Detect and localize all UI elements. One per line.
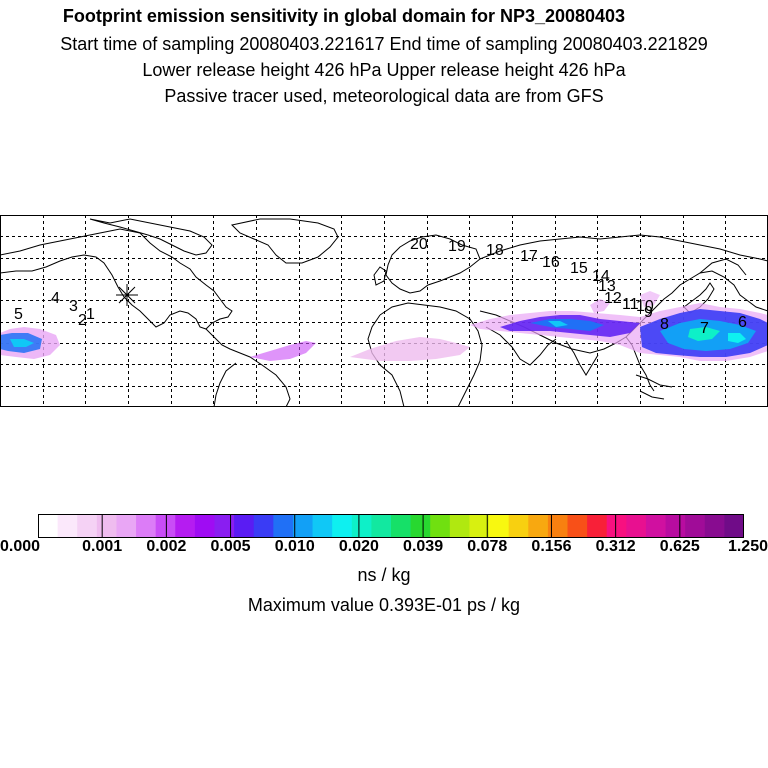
maximum-value-label: Maximum value 0.393E-01 ps / kg	[247, 595, 521, 615]
point-label-6: 6	[738, 314, 747, 331]
point-label-16: 16	[542, 254, 560, 271]
colorbar-cells	[38, 514, 744, 538]
colorbar-cell	[234, 514, 255, 538]
colorbar-cell	[449, 514, 471, 538]
point-label-19: 19	[448, 238, 466, 255]
release-height-line: Lower release height 426 hPa Upper relea…	[142, 60, 626, 80]
point-label-7: 7	[700, 320, 709, 337]
colorbar-cell	[273, 514, 294, 538]
point-label-14: 14	[592, 268, 610, 285]
colorbar-cell	[155, 514, 176, 538]
colorbar-cell	[626, 514, 647, 538]
colorbar-cell	[351, 514, 372, 538]
release-location-marker	[116, 284, 138, 306]
colorbar-cell	[724, 514, 744, 538]
point-label-10: 10	[636, 298, 654, 315]
colorbar-cell	[606, 514, 627, 538]
colorbar-cell	[508, 514, 529, 538]
point-label-11: 11	[622, 296, 639, 313]
point-label-12: 12	[604, 290, 622, 307]
colorbar-cell	[410, 514, 431, 538]
colorbar-cell	[194, 514, 216, 538]
colorbar-tick-label: 0.625	[659, 538, 700, 555]
colorbar-cell	[312, 514, 333, 538]
colorbar-cell	[214, 514, 235, 538]
sensitivity-field	[0, 291, 768, 361]
sampling-time-line: Start time of sampling 20080403.221617 E…	[60, 34, 708, 54]
point-label-4: 4	[51, 290, 60, 307]
colorbar-cell	[116, 514, 137, 538]
colorbar-cell	[685, 514, 706, 538]
colorbar-tick-label: 0.039	[403, 538, 444, 555]
colorbar-cell	[567, 514, 588, 538]
tracer-info-line: Passive tracer used, meteorological data…	[164, 86, 604, 106]
colorbar-cell	[704, 514, 725, 538]
colorbar-cell	[430, 514, 451, 538]
colorbar-cell	[332, 514, 353, 538]
colorbar-cell	[136, 514, 157, 538]
colorbar-cell	[253, 514, 274, 538]
colorbar-tick-label: 0.000	[0, 538, 41, 555]
trajectory-point-labels: 1 2 3 4 5 6 7 8 9 10 11 12 13 14 15 16 1…	[14, 236, 747, 337]
point-label-17: 17	[520, 248, 538, 265]
colorbar-tick-label: 0.005	[210, 538, 251, 555]
colorbar-tick-label: 0.020	[338, 538, 379, 555]
colorbar-tick-label: 0.312	[595, 538, 636, 555]
point-label-2: 2	[78, 312, 87, 329]
point-label-3: 3	[69, 298, 78, 315]
colorbar-cell	[587, 514, 608, 538]
figure-title: Footprint emission sensitivity in global…	[62, 6, 626, 26]
colorbar-cell	[469, 514, 490, 538]
colorbar-cell	[77, 514, 98, 538]
colorbar-cell	[175, 514, 196, 538]
point-label-5: 5	[14, 306, 23, 323]
colorbar-frame	[38, 514, 744, 538]
colorbar-cell	[38, 514, 59, 538]
colorbar-tick-label: 0.002	[146, 538, 187, 555]
colorbar	[38, 514, 744, 538]
colorbar-tick-label: 1.250	[727, 538, 768, 555]
colorbar-cell	[292, 514, 314, 538]
point-label-9: 9	[644, 304, 653, 321]
point-label-1: 1	[86, 306, 95, 323]
colorbar-cell	[391, 514, 412, 538]
colorbar-dividers	[101, 514, 681, 538]
units-label: ns / kg	[357, 565, 411, 585]
colorbar-cell	[96, 514, 118, 538]
colorbar-tick-label: 0.001	[82, 538, 123, 555]
colorbar-cell	[528, 514, 549, 538]
colorbar-cell	[57, 514, 78, 538]
point-label-20: 20	[410, 236, 428, 253]
colorbar-cell	[547, 514, 569, 538]
colorbar-cell	[371, 514, 392, 538]
point-label-8: 8	[660, 316, 669, 333]
colorbar-cell	[645, 514, 667, 538]
point-label-15: 15	[570, 260, 588, 277]
colorbar-tick-label: 0.078	[467, 538, 508, 555]
world-map: 1 2 3 4 5 6 7 8 9 10 11 12 13 14 15 16 1…	[0, 215, 768, 407]
colorbar-tick-label: 0.010	[274, 538, 315, 555]
point-label-13: 13	[598, 278, 616, 295]
colorbar-cell	[665, 514, 686, 538]
colorbar-cell	[489, 514, 510, 538]
point-label-18: 18	[486, 242, 504, 259]
colorbar-tick-label: 0.156	[531, 538, 572, 555]
